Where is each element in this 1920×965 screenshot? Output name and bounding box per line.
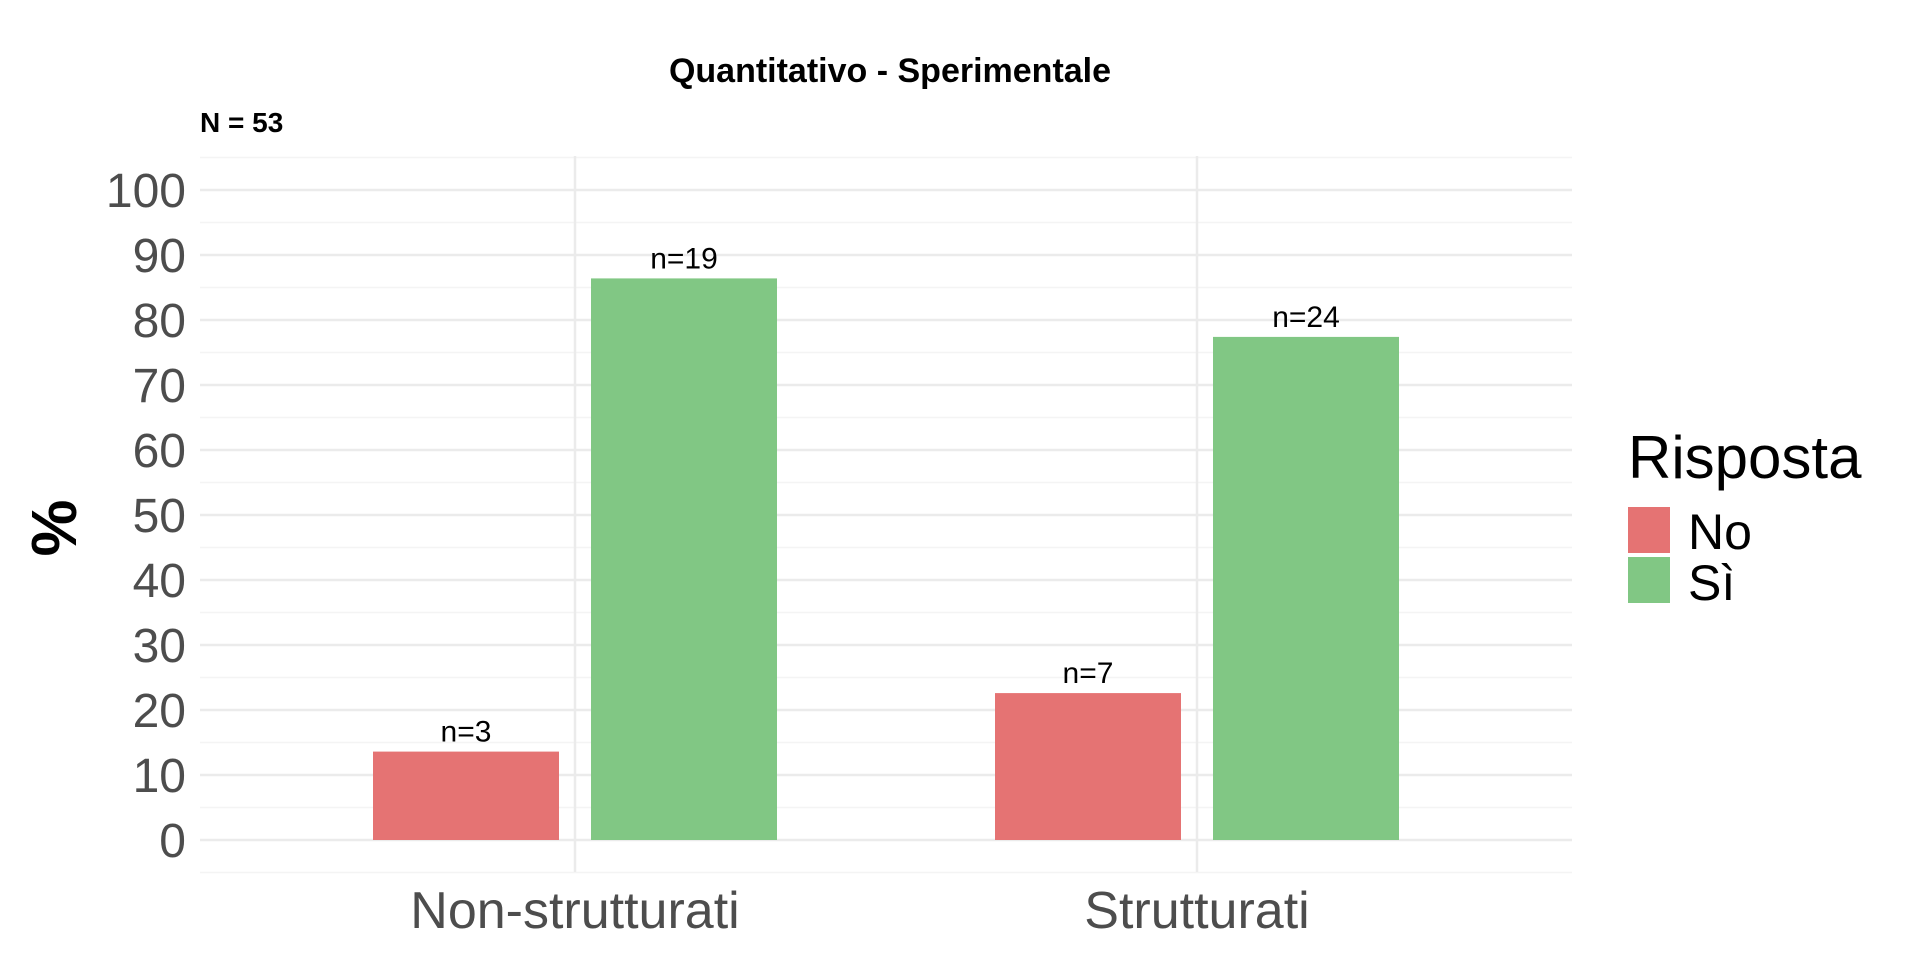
bar-no-strutturati [995, 693, 1181, 840]
bars [373, 278, 1399, 840]
legend-swatch-no [1628, 507, 1670, 553]
legend-label-si: Sì [1688, 555, 1735, 611]
bar-no-non-strutturati [373, 751, 559, 840]
y-axis-label: % [18, 500, 90, 557]
y-tick-label: 0 [159, 815, 186, 868]
y-axis-ticks: 0 10 20 30 40 50 60 70 80 90 100 [106, 165, 186, 868]
legend: Risposta No Sì [1628, 424, 1862, 611]
x-tick-label: Strutturati [1084, 882, 1309, 940]
data-label: n=19 [650, 242, 718, 275]
data-label: n=24 [1272, 301, 1340, 334]
data-label: n=3 [441, 716, 492, 749]
x-tick-label: Non-strutturati [410, 882, 739, 940]
y-tick-label: 60 [133, 425, 186, 478]
bar-si-non-strutturati [591, 278, 777, 840]
chart-subtitle: N = 53 [200, 107, 283, 138]
y-tick-label: 90 [133, 230, 186, 283]
legend-title: Risposta [1628, 424, 1862, 491]
y-tick-label: 10 [133, 750, 186, 803]
bar-si-strutturati [1213, 336, 1399, 840]
y-tick-label: 50 [133, 490, 186, 543]
y-tick-label: 100 [106, 165, 186, 218]
y-tick-label: 20 [133, 685, 186, 738]
x-axis-ticks: Non-strutturati Strutturati [410, 882, 1309, 940]
y-tick-label: 40 [133, 555, 186, 608]
legend-label-no: No [1688, 504, 1752, 560]
data-labels: n=3 n=19 n=7 n=24 [441, 242, 1340, 748]
y-tick-label: 30 [133, 620, 186, 673]
y-tick-label: 80 [133, 295, 186, 348]
y-tick-label: 70 [133, 360, 186, 413]
data-label: n=7 [1063, 657, 1114, 690]
chart-title: Quantitativo - Sperimentale [669, 52, 1111, 90]
legend-swatch-si [1628, 557, 1670, 603]
